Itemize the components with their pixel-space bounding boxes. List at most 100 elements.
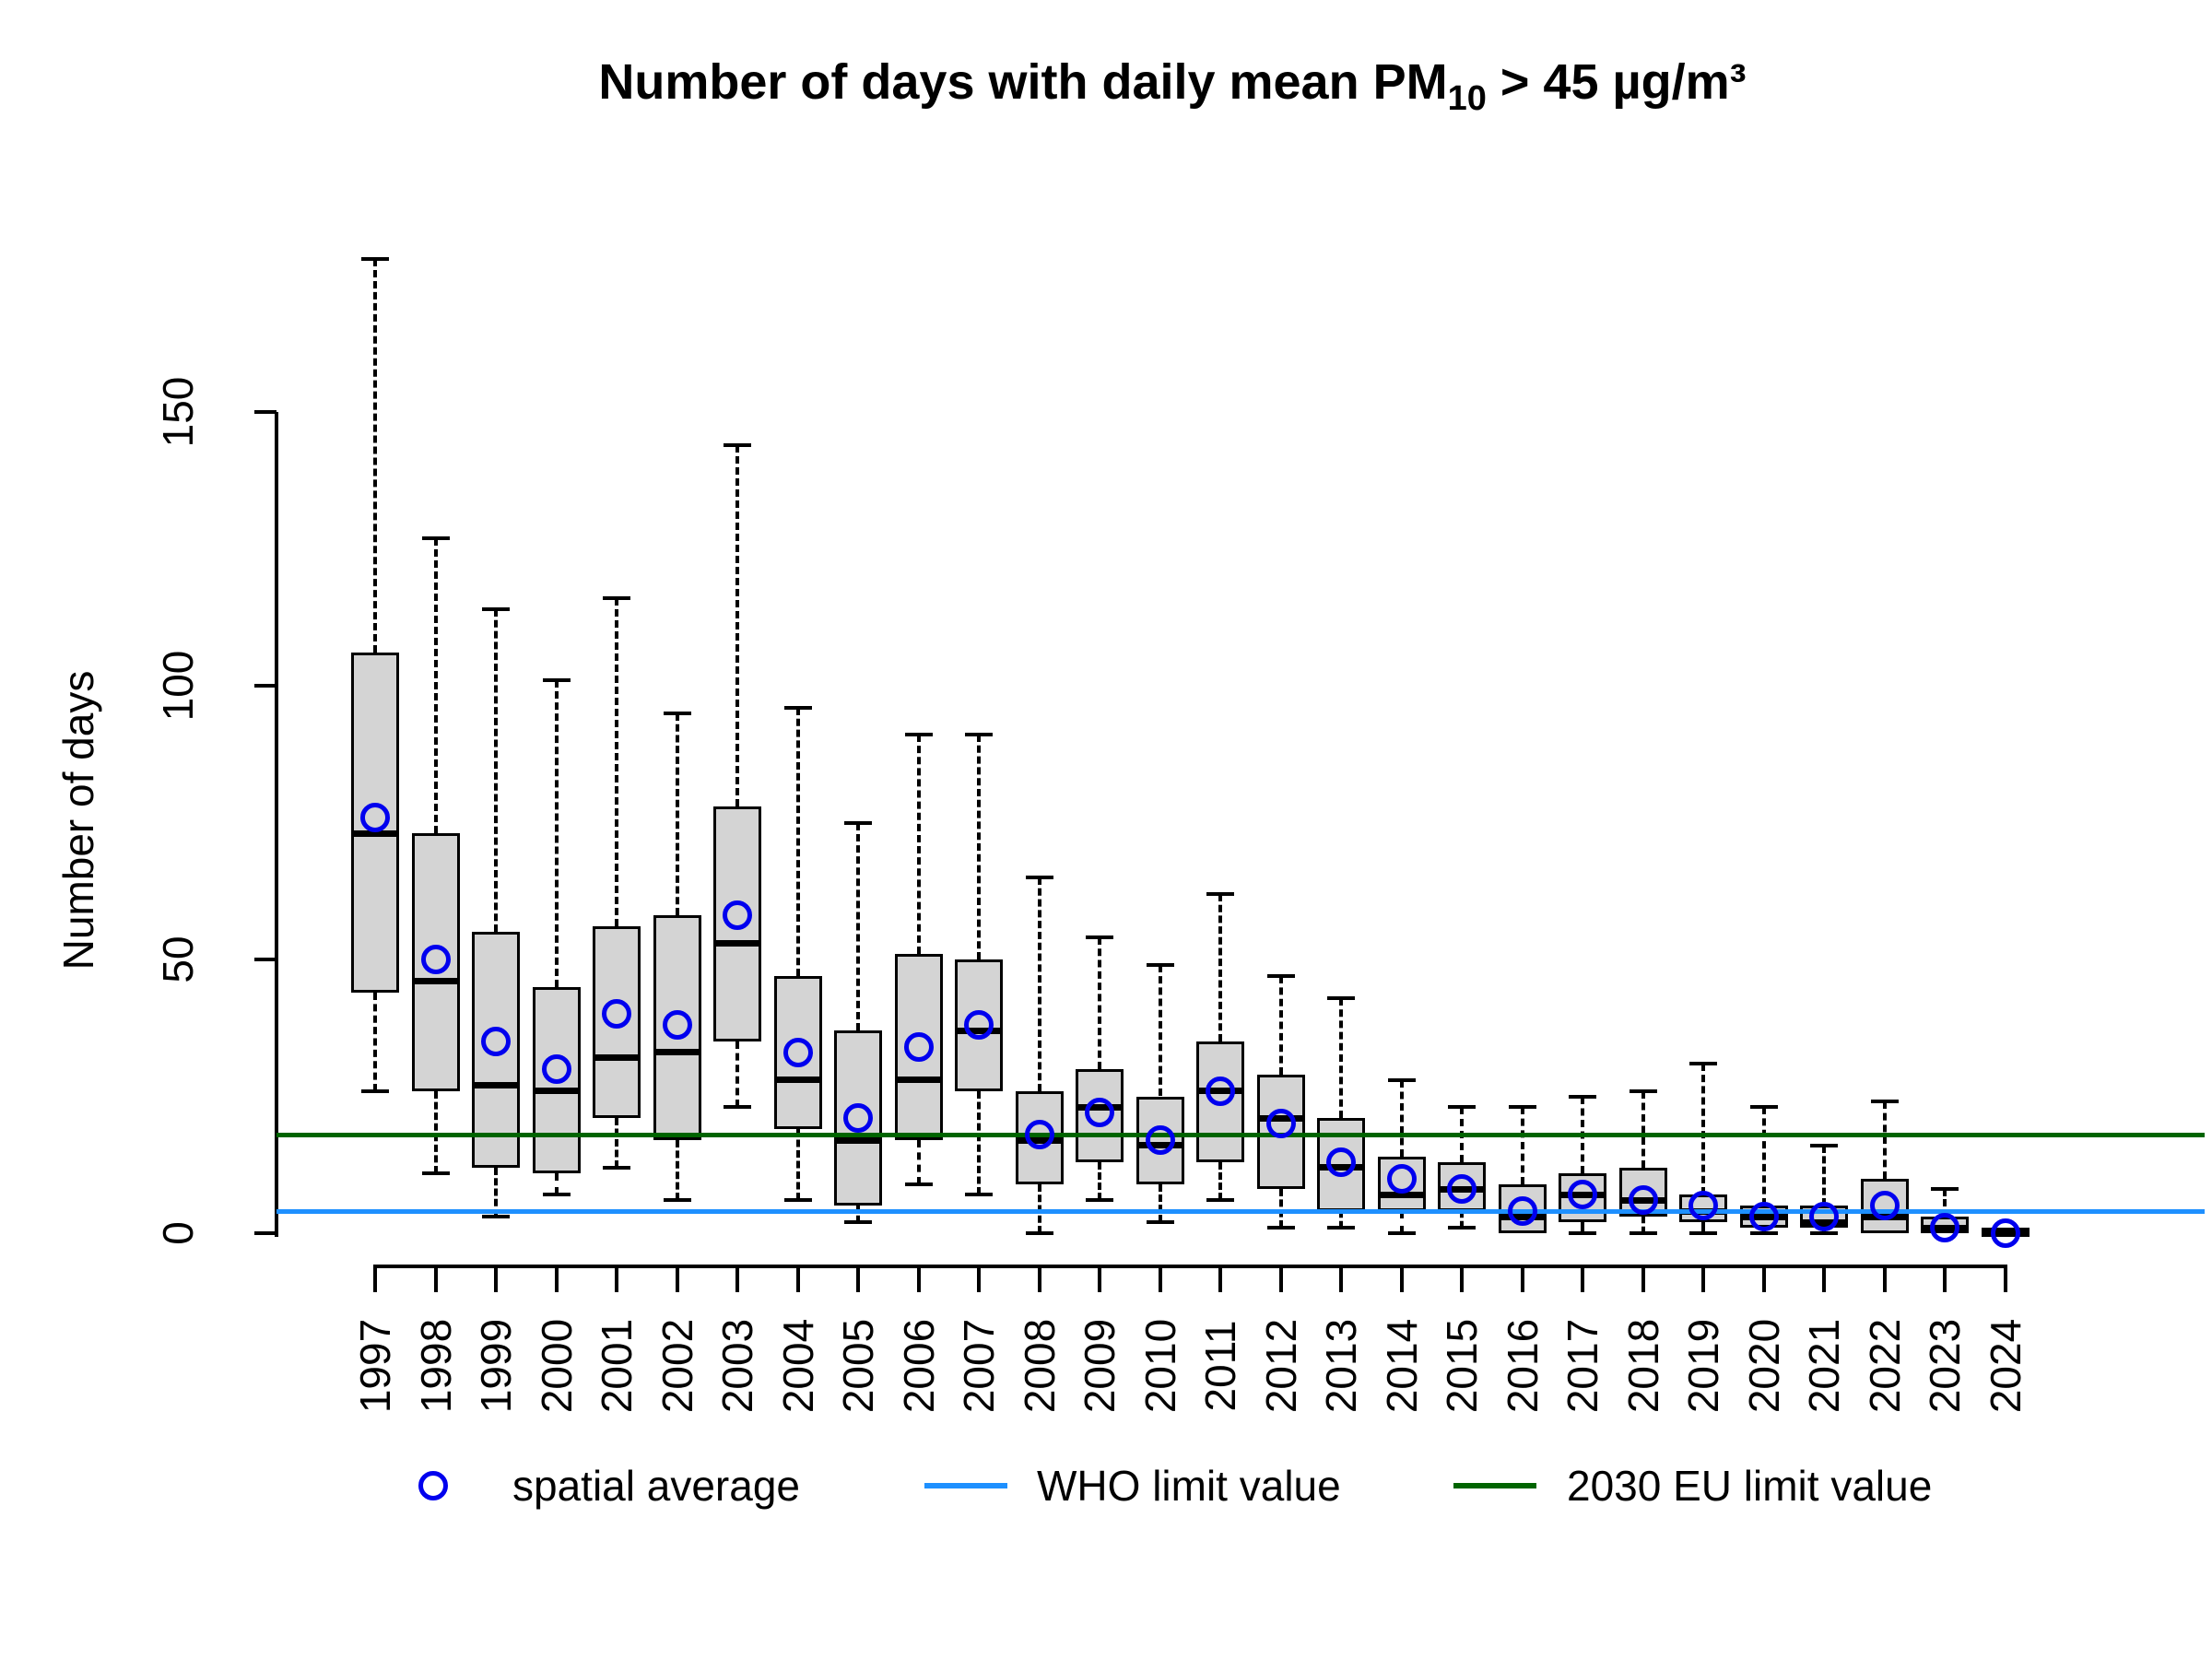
upper-whisker bbox=[916, 735, 921, 955]
x-axis-tick bbox=[1158, 1266, 1162, 1292]
x-axis-year-label: 2010 bbox=[1135, 1318, 1184, 1414]
x-axis-year-label: 2007 bbox=[955, 1318, 1003, 1414]
x-axis-tick bbox=[675, 1266, 679, 1292]
mean-point bbox=[903, 1032, 934, 1063]
chart-title-suffix: > 45 µg/m³ bbox=[1486, 54, 1747, 110]
mean-point bbox=[602, 999, 631, 1030]
lower-whisker-cap bbox=[1569, 1231, 1596, 1235]
upper-whisker bbox=[1158, 964, 1162, 1097]
mean-point bbox=[1990, 1218, 2020, 1248]
upper-whisker bbox=[675, 712, 679, 916]
x-axis-tick bbox=[735, 1266, 739, 1292]
lower-whisker-cap bbox=[1749, 1231, 1778, 1235]
chart-title-subscript: 10 bbox=[1447, 78, 1487, 118]
lower-whisker-cap bbox=[965, 1193, 993, 1197]
x-axis-line bbox=[373, 1265, 2007, 1268]
x-axis-year-label: 2005 bbox=[834, 1318, 882, 1414]
upper-whisker bbox=[1943, 1189, 1947, 1218]
x-axis-year-label: 2012 bbox=[1256, 1318, 1305, 1414]
upper-whisker-cap bbox=[421, 535, 450, 540]
lower-whisker-cap bbox=[1206, 1198, 1234, 1203]
lower-whisker-cap bbox=[1387, 1231, 1416, 1235]
upper-whisker-cap bbox=[1870, 1100, 1899, 1104]
x-axis-year-label: 2024 bbox=[1981, 1318, 2030, 1414]
chart-title-prefix: Number of days with daily mean PM bbox=[598, 54, 1448, 110]
x-axis-tick bbox=[1218, 1266, 1222, 1292]
x-axis-tick bbox=[1399, 1266, 1404, 1292]
box-2005 bbox=[834, 1030, 882, 1206]
lower-whisker bbox=[1460, 1211, 1464, 1229]
x-axis-tick bbox=[494, 1266, 498, 1292]
lower-whisker-cap bbox=[1266, 1226, 1295, 1230]
lower-whisker-cap bbox=[663, 1198, 691, 1203]
upper-whisker bbox=[977, 735, 981, 959]
reference-line-18 bbox=[276, 1132, 2205, 1137]
lower-whisker-cap bbox=[1025, 1231, 1053, 1235]
legend-label: spatial average bbox=[512, 1462, 800, 1510]
x-axis-tick bbox=[856, 1266, 860, 1292]
upper-whisker bbox=[735, 444, 739, 806]
mean-point bbox=[1206, 1076, 1235, 1106]
x-axis-year-label: 2011 bbox=[1196, 1320, 1244, 1412]
upper-whisker bbox=[1822, 1145, 1826, 1206]
mean-point bbox=[1688, 1191, 1718, 1221]
mean-point bbox=[1809, 1202, 1839, 1232]
upper-whisker-cap bbox=[482, 606, 510, 611]
lower-whisker bbox=[977, 1090, 981, 1195]
x-axis-year-label: 2021 bbox=[1800, 1318, 1848, 1414]
mean-point bbox=[541, 1053, 571, 1084]
x-axis-tick bbox=[1641, 1266, 1645, 1292]
upper-whisker-cap bbox=[603, 595, 630, 600]
x-axis-year-label: 2004 bbox=[773, 1318, 822, 1414]
upper-whisker-cap bbox=[1206, 891, 1234, 896]
lower-whisker-cap bbox=[783, 1198, 812, 1203]
upper-whisker-cap bbox=[1689, 1061, 1717, 1065]
median-line bbox=[351, 830, 399, 837]
legend-symbol-line bbox=[924, 1483, 1007, 1488]
lower-whisker bbox=[433, 1090, 438, 1173]
upper-whisker bbox=[1701, 1063, 1705, 1195]
legend-symbol-line bbox=[1453, 1483, 1536, 1488]
x-axis-tick bbox=[554, 1266, 559, 1292]
x-axis-tick bbox=[1701, 1266, 1705, 1292]
mean-point bbox=[360, 802, 390, 832]
mean-point bbox=[782, 1037, 813, 1067]
lower-whisker bbox=[1641, 1217, 1645, 1233]
lower-whisker bbox=[1339, 1211, 1343, 1229]
upper-whisker-cap bbox=[724, 442, 751, 447]
lower-whisker-cap bbox=[1629, 1231, 1657, 1235]
mean-point bbox=[1145, 1125, 1175, 1156]
upper-whisker bbox=[1399, 1079, 1404, 1157]
x-axis-tick bbox=[1339, 1266, 1343, 1292]
x-axis-year-label: 2014 bbox=[1377, 1318, 1426, 1414]
x-axis-tick bbox=[1460, 1266, 1464, 1292]
box-1997 bbox=[351, 653, 399, 993]
upper-whisker-cap bbox=[663, 711, 691, 715]
mean-point bbox=[1386, 1163, 1417, 1194]
lower-whisker-cap bbox=[1146, 1220, 1174, 1225]
upper-whisker-cap bbox=[1025, 875, 1053, 879]
median-line bbox=[894, 1077, 943, 1084]
x-axis-tick bbox=[1943, 1266, 1947, 1292]
lower-whisker bbox=[1218, 1161, 1222, 1201]
x-axis-year-label: 2000 bbox=[532, 1318, 581, 1414]
upper-whisker-cap bbox=[1569, 1094, 1596, 1099]
x-axis-year-label: 2003 bbox=[713, 1318, 761, 1414]
lower-whisker bbox=[1701, 1222, 1705, 1233]
y-axis-tick bbox=[254, 684, 276, 688]
upper-whisker bbox=[1882, 1101, 1887, 1179]
upper-whisker bbox=[1520, 1107, 1524, 1184]
x-axis-tick bbox=[1520, 1266, 1524, 1292]
upper-whisker-cap bbox=[361, 256, 389, 261]
x-axis-tick bbox=[795, 1266, 800, 1292]
x-axis-year-label: 2020 bbox=[1739, 1318, 1788, 1414]
mean-point bbox=[1447, 1174, 1477, 1205]
lower-whisker bbox=[1158, 1183, 1162, 1223]
upper-whisker-cap bbox=[1266, 973, 1295, 978]
x-axis-year-label: 2008 bbox=[1015, 1318, 1064, 1414]
lower-whisker-cap bbox=[542, 1193, 571, 1197]
x-axis-tick bbox=[1037, 1266, 1041, 1292]
upper-whisker bbox=[494, 608, 498, 933]
y-axis-tick bbox=[254, 958, 276, 961]
